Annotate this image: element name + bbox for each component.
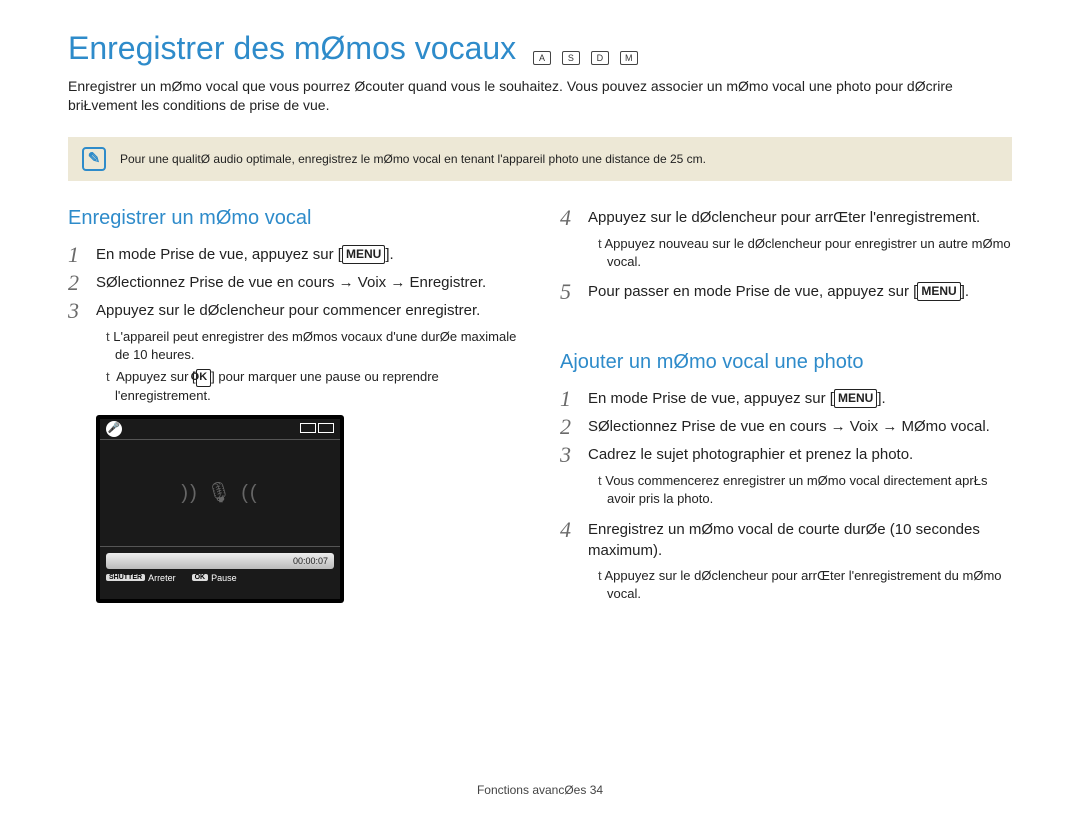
ok-hint: OK Pause: [192, 573, 237, 583]
sound-wave-icon: )) 🎙 ((: [181, 480, 258, 505]
b-step-2: 2 SØlectionnez Prise de vue en cours → V…: [560, 416, 1012, 438]
step-body: SØlectionnez Prise de vue en cours → Voi…: [588, 416, 1012, 437]
step-number: 4: [560, 207, 578, 229]
b-step-3: 3 Cadrez le sujet photographier et prene…: [560, 444, 1012, 466]
step-text: ].: [385, 246, 393, 263]
title-text: Enregistrer des mØmos vocaux: [68, 30, 516, 66]
b-step-4: 4 Enregistrez un mØmo vocal de courte du…: [560, 519, 1012, 561]
step-3: 3 Appuyez sur le dØclencheur pour commen…: [68, 300, 520, 322]
ok-btn-label: OK: [192, 574, 209, 581]
sub-item: Appuyez nouveau sur le dØclencheur pour …: [598, 235, 1012, 271]
status-icons: [298, 420, 334, 438]
mode-icon: S: [562, 51, 580, 65]
step-number: 1: [560, 388, 578, 410]
sub-item: L'appareil peut enregistrer des mØmos vo…: [106, 328, 520, 364]
step-number: 2: [68, 272, 86, 294]
step-text: En mode Prise de vue, appuyez sur [: [96, 246, 342, 263]
step-body: Enregistrez un mØmo vocal de courte durØ…: [588, 519, 1012, 561]
ok-action: Pause: [211, 573, 237, 583]
b-step-3-subitems: Vous commencerez enregistrer un mØmo voc…: [598, 472, 1012, 508]
footer-page-number: 34: [590, 783, 603, 797]
step-number: 2: [560, 416, 578, 438]
sub-text: Appuyez sur [: [116, 369, 196, 384]
step-body: Appuyez sur le dØclencheur pour arrŒter …: [588, 207, 1012, 228]
step-number: 3: [560, 444, 578, 466]
step-text: Pour passer en mode Prise de vue, appuye…: [588, 283, 917, 300]
mode-icon: M: [620, 51, 638, 65]
battery-icon: [318, 423, 334, 433]
card-icon: [300, 423, 316, 433]
footer-section: Fonctions avancØes: [477, 783, 586, 797]
step-text: ].: [877, 390, 885, 407]
b-step-1: 1 En mode Prise de vue, appuyez sur [MEN…: [560, 388, 1012, 410]
step-4-subitems: Appuyez nouveau sur le dØclencheur pour …: [598, 235, 1012, 271]
recorder-screenshot: 🎤 )) 🎙 (( 00:00:07 SHUTTER Arreter OK: [96, 415, 344, 603]
step-4: 4 Appuyez sur le dØclencheur pour arrŒte…: [560, 207, 1012, 229]
recorder-time: 00:00:07: [293, 556, 328, 566]
shutter-btn-label: SHUTTER: [106, 574, 145, 581]
step-3-subitems: L'appareil peut enregistrer des mØmos vo…: [106, 328, 520, 405]
menu-button-label: MENU: [342, 245, 385, 264]
mode-icon: D: [591, 51, 609, 65]
mic-icon: 🎤: [106, 421, 122, 437]
step-body: En mode Prise de vue, appuyez sur [MENU]…: [588, 388, 1012, 409]
two-column-layout: Enregistrer un mØmo vocal 1 En mode Pris…: [68, 207, 1012, 613]
shutter-hint: SHUTTER Arreter: [106, 573, 176, 583]
left-column: Enregistrer un mØmo vocal 1 En mode Pris…: [68, 207, 520, 613]
menu-button-label: MENU: [834, 389, 877, 408]
page-title: Enregistrer des mØmos vocaux A S D M: [68, 30, 1012, 69]
recorder-screen: 🎤 )) 🎙 (( 00:00:07 SHUTTER Arreter OK: [100, 419, 340, 599]
ok-button-label: OK: [196, 369, 212, 386]
step-number: 4: [560, 519, 578, 541]
recorder-progress-bar: 00:00:07: [106, 553, 334, 569]
page-footer: Fonctions avancØes 34: [0, 783, 1080, 797]
mode-icons: A S D M: [531, 32, 638, 69]
step-text: ].: [961, 283, 969, 300]
menu-button-label: MENU: [917, 282, 960, 301]
step-1: 1 En mode Prise de vue, appuyez sur [MEN…: [68, 244, 520, 266]
step-number: 5: [560, 281, 578, 303]
section-heading-add: Ajouter un mØmo vocal une photo: [560, 351, 1012, 374]
recorder-top-bar: 🎤: [100, 419, 340, 439]
recorder-bottom-bar: SHUTTER Arreter OK Pause: [100, 573, 340, 587]
recorder-visual: )) 🎙 ((: [100, 439, 340, 547]
tip-text: Pour une qualitØ audio optimale, enregis…: [120, 152, 706, 166]
shutter-action: Arreter: [148, 573, 176, 583]
step-body: SØlectionnez Prise de vue en cours → Voi…: [96, 272, 520, 293]
tip-box: ✎ Pour une qualitØ audio optimale, enreg…: [68, 137, 1012, 181]
sub-item: Appuyez sur [OK] pour marquer une pause …: [106, 368, 520, 405]
intro-text: Enregistrer un mØmo vocal que vous pourr…: [68, 77, 1012, 115]
step-number: 1: [68, 244, 86, 266]
step-5: 5 Pour passer en mode Prise de vue, appu…: [560, 281, 1012, 303]
mode-icon: A: [533, 51, 551, 65]
step-body: Pour passer en mode Prise de vue, appuye…: [588, 281, 1012, 302]
step-body: Cadrez le sujet photographier et prenez …: [588, 444, 1012, 465]
step-2: 2 SØlectionnez Prise de vue en cours → V…: [68, 272, 520, 294]
step-number: 3: [68, 300, 86, 322]
right-column: 4 Appuyez sur le dØclencheur pour arrŒte…: [560, 207, 1012, 613]
step-body: En mode Prise de vue, appuyez sur [MENU]…: [96, 244, 520, 265]
b-step-4-subitems: Appuyez sur le dØclencheur pour arrŒter …: [598, 567, 1012, 603]
sub-item: Appuyez sur le dØclencheur pour arrŒter …: [598, 567, 1012, 603]
step-text: En mode Prise de vue, appuyez sur [: [588, 390, 834, 407]
section-heading-record: Enregistrer un mØmo vocal: [68, 207, 520, 230]
note-icon: ✎: [82, 147, 106, 171]
sub-item: Vous commencerez enregistrer un mØmo voc…: [598, 472, 1012, 508]
step-body: Appuyez sur le dØclencheur pour commence…: [96, 300, 520, 321]
